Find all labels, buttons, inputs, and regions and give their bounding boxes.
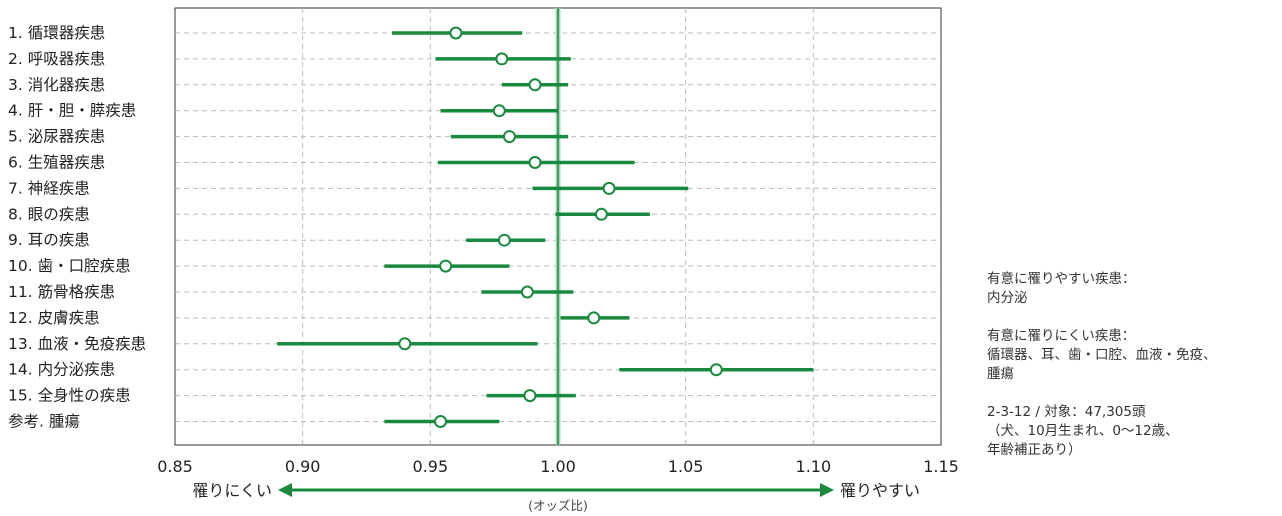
chart-marks [277, 26, 814, 428]
point-estimate [449, 26, 463, 40]
row-label: 14. 内分泌疾患 [8, 361, 115, 379]
right-arrow-label: 罹りやすい [840, 481, 920, 500]
x-tick-label: 0.90 [285, 457, 321, 476]
point-estimate [523, 389, 537, 403]
x-tick-labels: 0.85 0.90 0.95 1.00 1.05 1.10 1.15 [157, 457, 959, 476]
point-estimate [709, 363, 723, 377]
point-estimate [497, 233, 511, 247]
row-label: 5. 泌尿器疾患 [8, 128, 105, 146]
x-axis-label: (オッズ比) [528, 498, 588, 513]
point-estimate [502, 130, 516, 144]
point-estimate [528, 78, 542, 92]
row-label: 6. 生殖器疾患 [8, 154, 105, 172]
point-estimate [439, 259, 453, 273]
point-estimate [434, 415, 448, 428]
unlikely-items-1: 循環器、耳、歯・口腔、血液・免疫、 [987, 347, 1217, 363]
row-label: 13. 血液・免疫疾患 [8, 335, 146, 353]
point-estimate [528, 156, 542, 169]
point-estimate [492, 104, 506, 118]
unlikely-heading: 有意に罹りにくい疾患： [987, 328, 1136, 344]
point-estimate [594, 207, 608, 221]
row-label: 2. 呼吸器疾患 [8, 50, 105, 68]
left-arrow-label: 罹りにくい [192, 481, 272, 500]
x-tick-label: 1.05 [668, 457, 704, 476]
point-estimate [602, 181, 616, 195]
side-notes: 有意に罹りやすい疾患： 内分泌 有意に罹りにくい疾患： 循環器、耳、歯・口腔、血… [987, 270, 1277, 460]
row-label: 12. 皮膚疾患 [8, 309, 100, 327]
point-estimate [520, 285, 534, 299]
caption-line-3: 年齢補正あり） [987, 442, 1082, 458]
arrow-head-right [820, 483, 834, 497]
row-label: 1. 循環器疾患 [8, 24, 105, 42]
row-labels: 1. 循環器疾患 2. 呼吸器疾患 3. 消化器疾患 4. 肝・胆・膵疾患 5. 泌尿器… [8, 24, 146, 431]
row-label: 9. 耳の疾患 [8, 231, 90, 249]
x-tick-label: 0.85 [157, 457, 193, 476]
row-label: 8. 眼の疾患 [8, 205, 90, 223]
direction-arrow: 罹りにくい 罹りやすい (オッズ比) [192, 481, 920, 513]
point-estimate [495, 52, 509, 66]
x-tick-label: 1.00 [540, 457, 576, 476]
x-tick-label: 1.15 [923, 457, 959, 476]
caption-line-2: （犬、10月生まれ、0～12歳、 [987, 423, 1179, 439]
row-label: 10. 歯・口腔疾患 [8, 257, 131, 275]
unlikely-items-2: 腫瘍 [987, 366, 1014, 382]
x-tick-label: 1.10 [796, 457, 832, 476]
row-label: 3. 消化器疾患 [8, 76, 105, 94]
likely-heading: 有意に罹りやすい疾患： [987, 271, 1136, 287]
arrow-head-left [278, 483, 292, 497]
row-label: 7. 神経疾患 [8, 179, 90, 197]
x-tick-label: 0.95 [413, 457, 449, 476]
caption-line-1: 2-3-12 / 対象：47,305頭 [987, 404, 1146, 420]
row-label: 15. 全身性の疾患 [8, 387, 131, 405]
point-estimate [398, 337, 412, 351]
point-estimate [587, 311, 601, 325]
forest-plot: 1. 循環器疾患 2. 呼吸器疾患 3. 消化器疾患 4. 肝・胆・膵疾患 5. 泌尿器… [8, 7, 959, 513]
row-label: 参考. 腫瘍 [8, 413, 80, 431]
likely-items: 内分泌 [987, 290, 1028, 306]
row-label: 11. 筋骨格疾患 [8, 283, 115, 301]
row-label: 4. 肝・胆・膵疾患 [8, 102, 136, 120]
